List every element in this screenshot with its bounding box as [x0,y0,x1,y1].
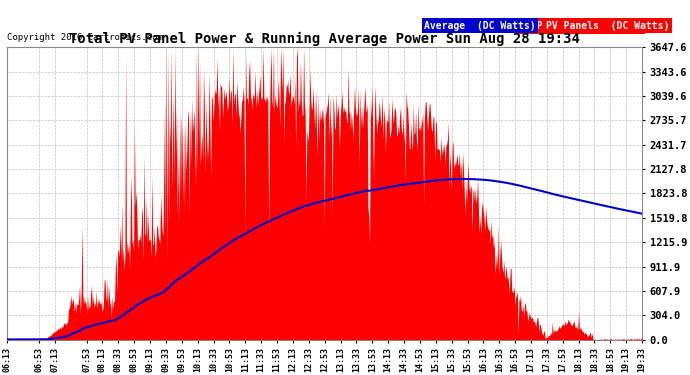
Text: Average  (DC Watts): Average (DC Watts) [424,21,536,31]
Text: PV Panels  (DC Watts): PV Panels (DC Watts) [519,21,642,32]
Text: Copyright 2016 Cartronics.com: Copyright 2016 Cartronics.com [8,33,163,42]
Title: Total PV Panel Power & Running Average Power Sun Aug 28 19:34: Total PV Panel Power & Running Average P… [69,32,580,46]
Text: Average  (DC Watts): Average (DC Watts) [531,21,642,32]
Text: PV Panels  (DC Watts): PV Panels (DC Watts) [546,21,669,31]
